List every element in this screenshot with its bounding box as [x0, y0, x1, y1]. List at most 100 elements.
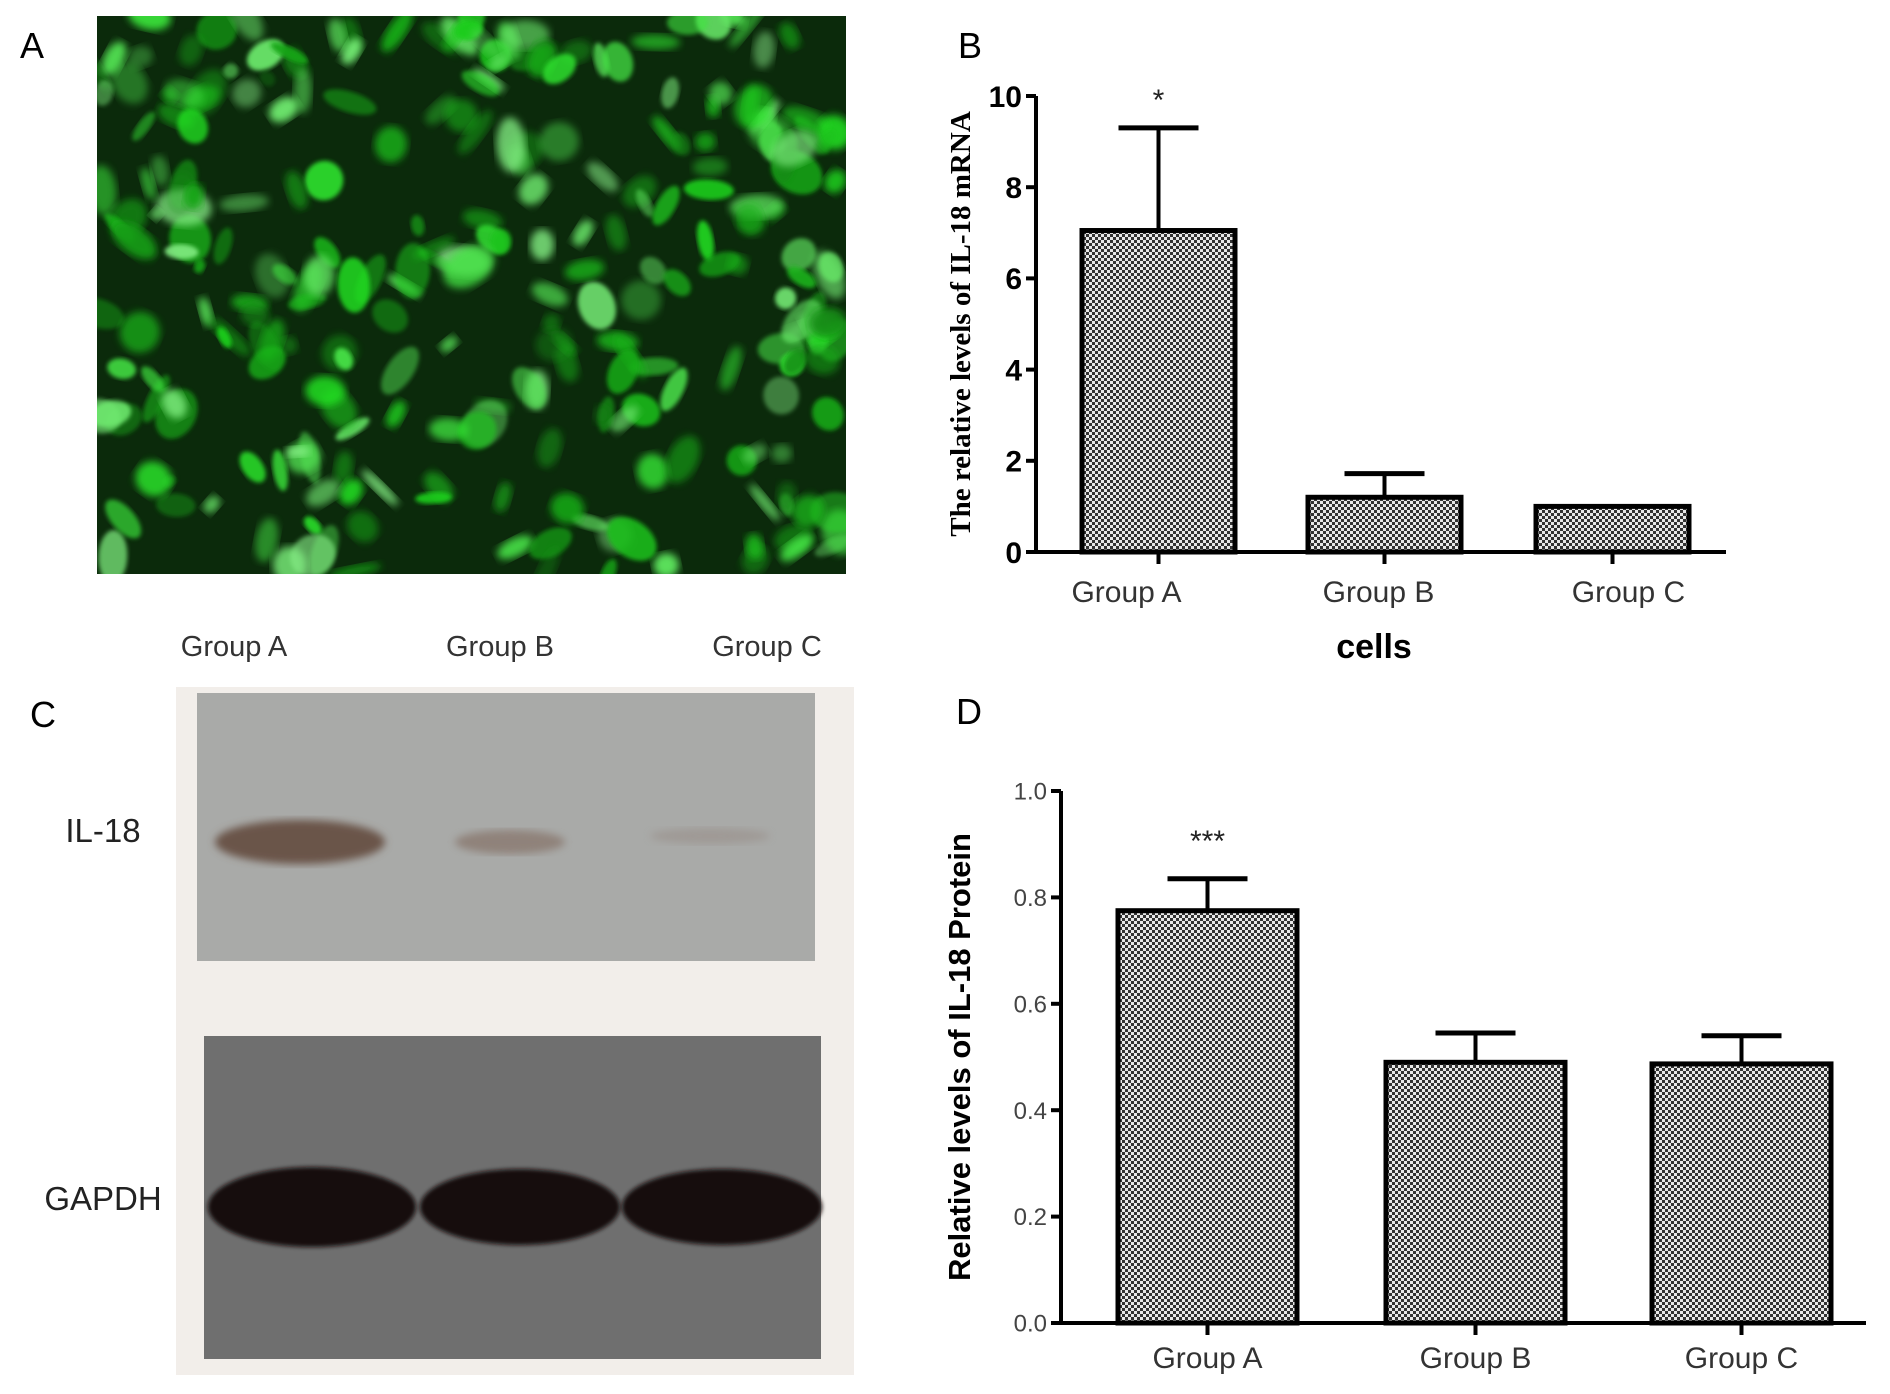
fluorescent-cell	[285, 446, 311, 457]
y-tick-label: 1.0	[1014, 779, 1047, 806]
x-tick-label: Group C	[1572, 576, 1685, 609]
fluorescent-cell	[304, 160, 344, 201]
fluorescent-cell	[771, 444, 792, 463]
fluorescent-cell	[502, 19, 550, 50]
fluorescent-cell	[692, 157, 728, 176]
bar	[1079, 228, 1238, 555]
fluorescent-cell	[285, 170, 308, 210]
fluorescent-cell	[734, 84, 774, 129]
panel-label-a: A	[20, 25, 44, 66]
fluorescent-cell	[781, 299, 822, 344]
fluorescent-cell	[223, 63, 239, 79]
fluorescent-cell	[323, 89, 377, 115]
band-gapdh-group-b	[420, 1169, 620, 1245]
x-axis-label: cells	[1336, 628, 1412, 666]
fluorescent-cell	[599, 558, 617, 574]
fluorescent-cell	[164, 244, 199, 260]
fluorescent-cell	[127, 46, 153, 68]
fluorescent-cell	[652, 185, 680, 226]
fluorescent-cell	[314, 237, 341, 269]
bar	[1115, 908, 1300, 1326]
band-gapdh-group-c	[622, 1169, 822, 1245]
fluorescent-cell	[699, 251, 741, 277]
fluorescent-cell	[639, 256, 667, 285]
fluorescent-cell	[695, 132, 716, 152]
fluorescent-cell	[462, 209, 503, 230]
fluorescent-cell	[709, 81, 733, 106]
fluorescent-cell	[572, 219, 594, 246]
fluorescent-cell	[577, 281, 617, 330]
bar	[1649, 1061, 1834, 1326]
fluorescence-micrograph	[97, 16, 846, 574]
x-tick-label: Group A	[1152, 1342, 1262, 1375]
fluorescent-cell	[512, 367, 546, 409]
fluorescent-cell	[288, 293, 327, 310]
fluorescent-cell	[111, 61, 148, 104]
fluorescent-cell	[228, 16, 264, 41]
fluorescent-cell	[97, 165, 117, 216]
y-axis-label: Relative levels of IL-18 Protein	[942, 833, 977, 1281]
band-il18-group-b	[455, 830, 565, 854]
y-tick-label: 0.6	[1014, 991, 1047, 1018]
fluorescent-cell	[816, 130, 836, 155]
band-label-gapdh: GAPDH	[44, 1180, 161, 1217]
y-tick-label: 0.0	[1014, 1311, 1047, 1338]
fluorescent-cell	[771, 130, 819, 167]
y-tick-label: 4	[1005, 354, 1022, 387]
fluorescent-cell	[425, 95, 457, 125]
fluorescent-cell	[217, 326, 232, 349]
fluorescent-cell	[775, 287, 797, 310]
fluorescent-cell	[742, 443, 767, 464]
y-tick-label: 0	[1005, 537, 1022, 570]
panel-label-c: C	[30, 694, 56, 735]
fluorescent-cell	[660, 367, 688, 412]
panel-label-d: D	[956, 691, 982, 732]
fluorescent-cell	[819, 252, 844, 283]
fluorescent-cell	[140, 167, 156, 200]
x-tick-label: Group C	[1685, 1342, 1798, 1375]
y-tick-label: 10	[989, 81, 1022, 114]
band-gapdh-group-a	[208, 1167, 416, 1247]
fluorescent-cell	[305, 375, 346, 407]
fluorescent-cell	[213, 227, 233, 265]
fluorescent-cell	[98, 530, 128, 574]
x-tick-label: Group B	[1420, 1342, 1532, 1375]
band-il18-group-c	[650, 828, 770, 844]
fluorescent-cell	[141, 366, 165, 393]
fluorescent-cell	[671, 132, 691, 156]
fluorescent-cell	[381, 16, 413, 53]
y-tick-label: 8	[1005, 172, 1022, 205]
fluorescent-cell	[328, 18, 347, 53]
x-tick-label: Group A	[1071, 576, 1181, 609]
bar	[1533, 503, 1692, 555]
fluorescent-cell	[804, 343, 840, 375]
fluorescent-cell	[745, 533, 764, 560]
fluorescent-cell	[105, 499, 142, 539]
fluorescent-cell	[594, 404, 611, 425]
fluorescent-cell	[781, 106, 829, 132]
fluorescent-cell	[415, 491, 453, 504]
fluorescent-cell	[101, 41, 127, 76]
fluorescent-cell	[537, 428, 562, 468]
fluorescent-cell	[621, 280, 662, 320]
fluorescent-cell	[179, 34, 204, 67]
fluorescent-cell	[776, 481, 797, 509]
y-tick-label: 6	[1005, 263, 1022, 296]
fluorescent-cell	[787, 266, 817, 289]
fluorescent-cell	[272, 264, 298, 285]
fluorescent-cell	[440, 336, 458, 353]
fluorescent-cell	[248, 321, 282, 371]
fluorescent-cell	[791, 494, 825, 528]
fluorescent-cell	[239, 451, 266, 483]
fluorescent-cell	[270, 42, 308, 64]
fluorescent-cell	[306, 479, 340, 507]
fluorescent-cell	[461, 70, 500, 97]
band-label-il18: IL-18	[65, 812, 140, 849]
fluorescent-cell	[372, 299, 408, 333]
fluorescent-cell	[151, 155, 169, 186]
fluorescent-cell	[272, 449, 288, 492]
fluorescent-cell	[128, 16, 172, 31]
fluorescent-cell	[161, 389, 187, 419]
fluorescent-cell	[610, 405, 639, 433]
